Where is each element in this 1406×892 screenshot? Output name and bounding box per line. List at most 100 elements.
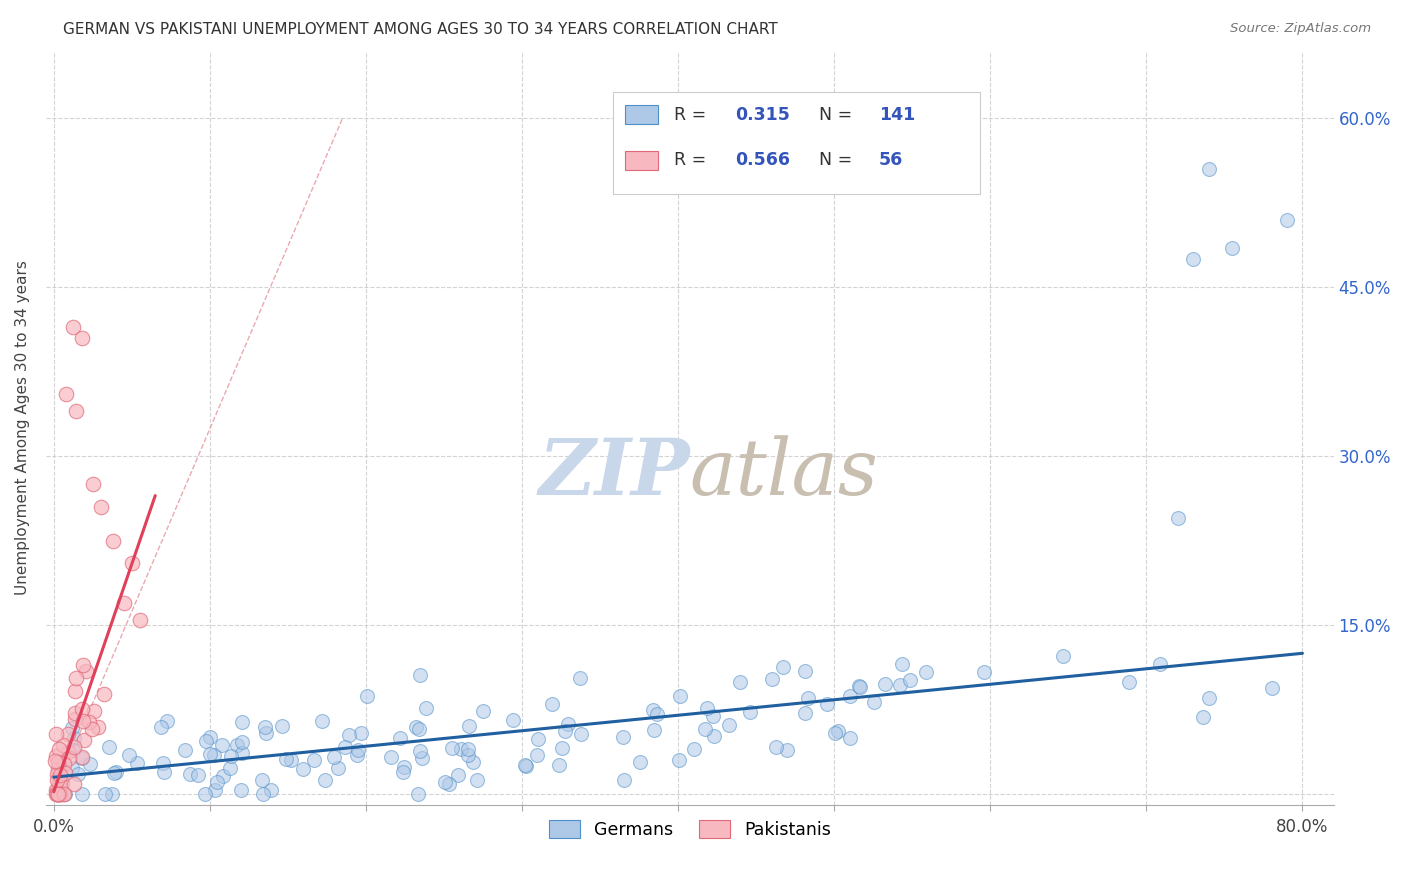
Point	[394, 760, 416, 774]
Point	[63, 683, 86, 698]
Point	[94, 787, 117, 801]
Point	[612, 731, 634, 745]
Point	[254, 725, 277, 739]
Point	[839, 731, 862, 746]
Point	[46, 762, 69, 776]
Point	[668, 753, 690, 767]
Point	[56, 727, 79, 741]
Point	[356, 690, 378, 704]
Point	[515, 759, 537, 773]
Point	[411, 751, 433, 765]
Point	[187, 768, 209, 782]
Point	[45, 748, 67, 763]
Point	[70, 750, 93, 764]
Point	[250, 773, 273, 788]
Point	[569, 727, 592, 741]
Point	[153, 764, 176, 779]
Point	[669, 689, 692, 703]
Point	[898, 673, 921, 688]
Point	[441, 740, 464, 755]
Point	[73, 733, 96, 747]
Bar	[626, 151, 658, 169]
Point	[280, 753, 302, 767]
Point	[391, 764, 413, 779]
Point	[48, 742, 70, 756]
Point	[568, 671, 591, 685]
Point	[347, 743, 370, 757]
Text: 56: 56	[879, 151, 903, 169]
Point	[333, 740, 356, 755]
FancyBboxPatch shape	[613, 92, 980, 194]
Point	[46, 755, 69, 769]
Point	[1118, 675, 1140, 690]
Point	[875, 677, 897, 691]
Point	[72, 787, 94, 801]
Point	[350, 726, 373, 740]
Point	[776, 743, 799, 757]
Point	[409, 744, 432, 758]
Point	[409, 667, 432, 681]
Point	[389, 731, 412, 745]
Point	[254, 720, 277, 734]
Point	[457, 748, 479, 763]
Point	[465, 772, 488, 787]
Point	[83, 704, 105, 718]
Text: 0.566: 0.566	[735, 151, 790, 169]
Point	[1149, 657, 1171, 671]
Point	[149, 720, 172, 734]
Point	[229, 783, 252, 797]
Point	[463, 755, 485, 769]
Point	[728, 674, 751, 689]
Point	[889, 678, 911, 692]
Point	[65, 404, 87, 418]
Point	[55, 787, 77, 801]
Point	[82, 722, 104, 736]
Point	[314, 773, 336, 788]
Point	[48, 776, 70, 790]
Point	[52, 738, 75, 752]
Point	[405, 720, 427, 734]
Point	[693, 722, 716, 736]
Legend: Germans, Pakistanis: Germans, Pakistanis	[541, 814, 838, 846]
Point	[46, 767, 69, 781]
Point	[52, 787, 75, 801]
Point	[56, 745, 79, 759]
Point	[121, 556, 143, 570]
Point	[48, 787, 70, 801]
Point	[322, 749, 344, 764]
Point	[195, 734, 218, 748]
Text: Source: ZipAtlas.com: Source: ZipAtlas.com	[1230, 22, 1371, 36]
Point	[1182, 252, 1205, 266]
Point	[60, 722, 83, 736]
Point	[200, 747, 222, 761]
Point	[824, 726, 846, 740]
Point	[848, 679, 870, 693]
Point	[434, 775, 457, 789]
Point	[643, 723, 665, 738]
Point	[127, 756, 149, 770]
Text: R =: R =	[675, 106, 711, 124]
Point	[66, 767, 89, 781]
Point	[815, 697, 838, 711]
Point	[48, 786, 70, 800]
Point	[103, 765, 125, 780]
Point	[848, 680, 870, 694]
Point	[45, 787, 67, 801]
Point	[46, 787, 69, 801]
Point	[46, 787, 69, 801]
Point	[63, 706, 86, 720]
Point	[547, 758, 569, 772]
Point	[72, 658, 94, 673]
Point	[156, 714, 179, 728]
Point	[70, 702, 93, 716]
Point	[75, 664, 97, 678]
Point	[226, 738, 249, 752]
Point	[702, 709, 724, 723]
Point	[87, 720, 110, 734]
Point	[541, 697, 564, 711]
Point	[406, 787, 429, 801]
Point	[72, 714, 94, 728]
Point	[554, 723, 576, 738]
Point	[44, 755, 66, 769]
Point	[90, 500, 112, 514]
